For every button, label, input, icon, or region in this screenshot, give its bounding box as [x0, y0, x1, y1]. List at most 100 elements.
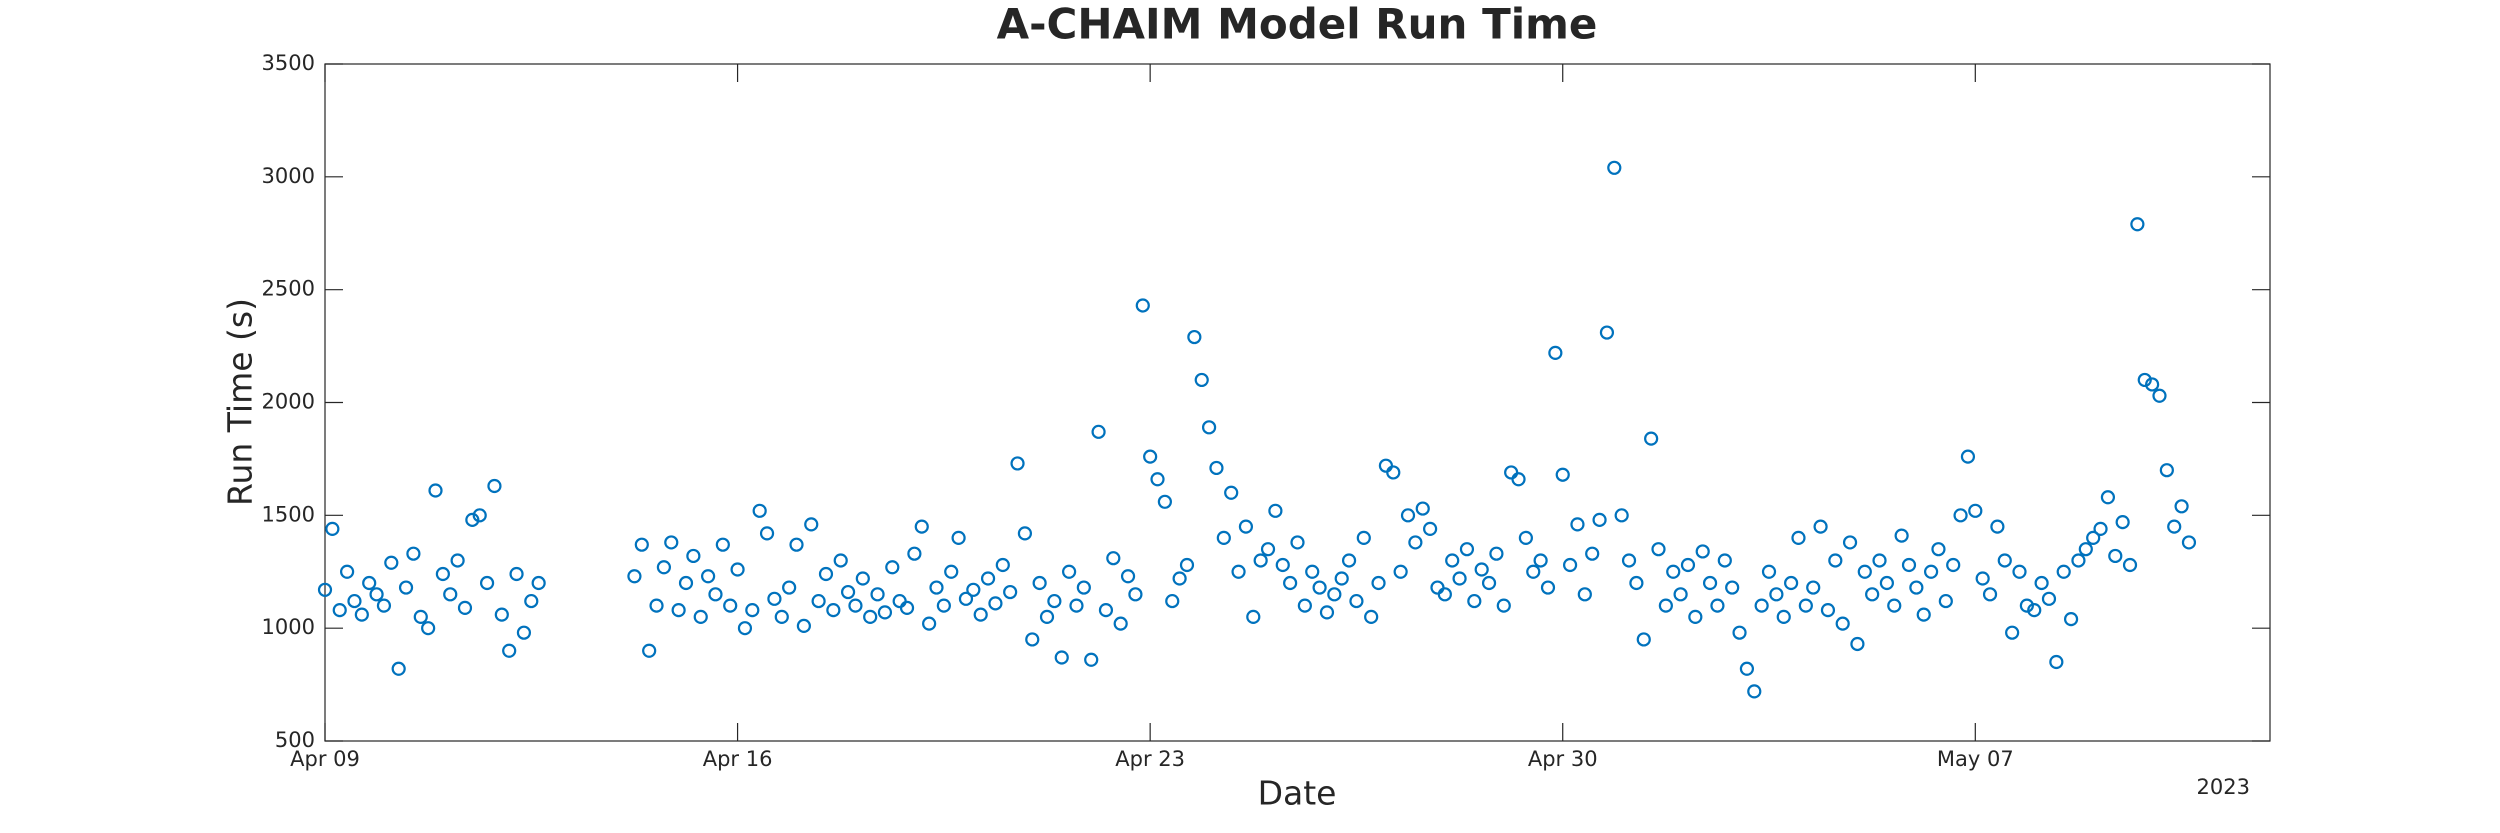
point: [1621, 553, 1637, 568]
point: [1548, 345, 1563, 360]
point: [1062, 564, 1077, 579]
point: [1813, 519, 1828, 534]
point: [1673, 587, 1688, 602]
point: [1209, 460, 1224, 476]
point: [1098, 603, 1114, 618]
point: [951, 530, 966, 546]
point: [1423, 521, 1438, 536]
point: [863, 609, 878, 624]
point: [325, 521, 340, 536]
point: [2049, 654, 2064, 670]
point: [1039, 609, 1055, 624]
point: [1776, 609, 1791, 624]
point: [1238, 519, 1254, 534]
point: [723, 598, 738, 613]
point: [443, 587, 458, 602]
x-tick-label: Apr 30: [1528, 747, 1598, 771]
point: [1378, 458, 1394, 473]
point: [391, 661, 406, 676]
point: [494, 607, 509, 622]
point: [678, 575, 694, 591]
point: [1835, 616, 1850, 631]
point: [1879, 575, 1894, 591]
point: [1820, 603, 1836, 618]
point: [1481, 575, 1497, 591]
point: [1312, 580, 1327, 595]
x-tick-label: Apr 09: [290, 747, 360, 771]
point: [1025, 632, 1040, 647]
point: [1201, 420, 1217, 435]
point: [1784, 575, 1799, 591]
point: [1157, 494, 1172, 509]
point: [914, 519, 929, 534]
point: [1069, 598, 1084, 613]
point: [1761, 564, 1777, 579]
point: [2034, 575, 2049, 591]
point: [840, 584, 856, 600]
point: [1504, 465, 1519, 480]
point: [1283, 575, 1298, 591]
point: [759, 526, 775, 541]
point: [1290, 535, 1305, 550]
point: [1923, 564, 1939, 579]
point: [1319, 605, 1335, 620]
point: [877, 605, 893, 620]
point: [1106, 551, 1121, 566]
point: [899, 600, 915, 615]
point: [922, 616, 937, 631]
point: [1887, 598, 1902, 613]
point: [2145, 377, 2160, 392]
point: [2100, 490, 2116, 505]
point: [1135, 298, 1150, 313]
point: [2167, 519, 2182, 534]
point: [642, 643, 657, 658]
point: [1806, 580, 1821, 595]
point: [1680, 557, 1696, 573]
point: [848, 598, 863, 613]
point: [1710, 598, 1725, 613]
point: [317, 582, 333, 597]
point: [1349, 593, 1364, 609]
point: [1828, 553, 1843, 568]
point: [789, 537, 804, 552]
point: [811, 593, 826, 609]
point: [362, 575, 377, 591]
point: [1474, 562, 1489, 577]
point: [833, 553, 848, 568]
point: [1555, 467, 1570, 482]
point: [1187, 329, 1202, 345]
point: [2152, 388, 2167, 403]
point: [1872, 553, 1887, 568]
point: [1754, 598, 1769, 613]
point: [1084, 652, 1099, 667]
point: [656, 560, 672, 575]
point: [354, 607, 369, 622]
point: [1916, 607, 1931, 622]
point: [332, 603, 347, 618]
point: [2056, 564, 2071, 579]
point: [1260, 542, 1276, 557]
point: [1975, 571, 1990, 586]
x-tick-label: Apr 16: [703, 747, 773, 771]
point: [2041, 591, 2057, 606]
point: [1577, 587, 1592, 602]
point: [1592, 512, 1607, 527]
point: [1113, 616, 1128, 631]
point: [2019, 598, 2034, 613]
point: [1128, 587, 1143, 602]
point: [1570, 517, 1585, 532]
point: [715, 537, 730, 552]
y-axis-label: Run Time (s): [221, 298, 260, 506]
y-tick-label: 3000: [262, 164, 315, 188]
point: [936, 598, 951, 613]
point: [1850, 636, 1865, 652]
point: [384, 555, 399, 570]
x-tick-label: Apr 23: [1115, 747, 1185, 771]
point: [686, 548, 701, 564]
point: [1599, 325, 1615, 340]
point: [1364, 609, 1379, 624]
point: [1968, 503, 1983, 518]
point: [1452, 571, 1467, 586]
point: [892, 593, 907, 609]
point: [398, 580, 414, 595]
